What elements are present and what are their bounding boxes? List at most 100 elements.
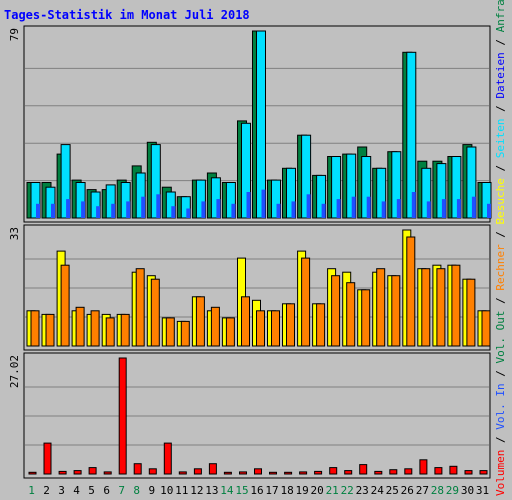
bar-rechner-day-29 [451, 264, 461, 347]
x-tick-label-day-16: 16 [250, 484, 263, 497]
legend-separator: / [494, 158, 507, 178]
bar-volumen-day-29 [449, 465, 458, 475]
bar-seiten-day-20 [321, 203, 326, 218]
x-tick-label-day-7: 7 [118, 484, 125, 497]
bar-seiten-day-24 [381, 201, 386, 218]
bar-seiten-day-8 [141, 196, 146, 218]
x-tick-label-day-11: 11 [175, 484, 188, 497]
bar-dateien-day-27 [421, 167, 432, 219]
bar-rechner-day-22 [346, 282, 356, 347]
bar-volumen-day-5 [88, 467, 97, 475]
panel-1: 79 [8, 25, 492, 223]
bar-dateien-day-28 [436, 163, 447, 219]
x-tick-label-day-4: 4 [73, 484, 80, 497]
bar-rechner-day-17 [271, 310, 280, 347]
bar-dateien-day-14 [225, 182, 236, 219]
panel-3: 27.02 [8, 352, 491, 479]
bar-dateien-day-19 [301, 134, 312, 219]
bar-dateien-day-31 [481, 182, 492, 219]
bar-volumen-day-26 [404, 468, 413, 475]
bar-volumen-day-8 [133, 463, 142, 475]
x-tick-label-day-17: 17 [265, 484, 278, 497]
bar-seiten-day-14 [231, 203, 236, 218]
bar-volumen-day-10 [163, 442, 172, 475]
bar-rechner-day-23 [361, 289, 371, 347]
legend-separator: / [494, 99, 507, 119]
bar-rechner-day-13 [210, 306, 220, 347]
legend-text: Volumen / Vol. In / Vol. Out / Rechner /… [494, 0, 507, 496]
bar-seiten-day-16 [261, 189, 266, 218]
x-tick-label-day-20: 20 [310, 484, 323, 497]
x-tick-label-day-9: 9 [148, 484, 155, 497]
x-tick-label-day-24: 24 [371, 484, 385, 497]
x-tick-label-day-1: 1 [28, 484, 35, 497]
bar-dateien-day-24 [376, 167, 387, 219]
bar-rechner-day-5 [90, 310, 100, 347]
bar-volumen-day-17 [269, 471, 277, 475]
bar-seiten-day-29 [456, 199, 461, 218]
bar-rechner-day-26 [406, 236, 416, 347]
bar-rechner-day-4 [75, 306, 85, 347]
x-tick-label-day-10: 10 [160, 484, 173, 497]
bar-rechner-day-15 [241, 296, 250, 347]
bar-dateien-day-7 [120, 182, 131, 219]
bar-dateien-day-5 [90, 191, 101, 219]
x-tick-label-day-3: 3 [58, 484, 65, 497]
bar-seiten-day-28 [441, 199, 446, 218]
x-tick-label-day-18: 18 [280, 484, 293, 497]
bar-seiten-day-9 [156, 194, 161, 218]
bar-rechner-day-8 [135, 268, 145, 347]
bar-rechner-day-12 [195, 296, 205, 347]
bar-seiten-day-3 [66, 199, 71, 218]
legend-separator: / [494, 224, 507, 244]
series-volumen [28, 357, 488, 475]
x-tick-label-day-30: 30 [461, 484, 474, 497]
x-tick-label-day-29: 29 [446, 484, 459, 497]
legend-separator: / [494, 32, 507, 52]
x-tick-label-day-15: 15 [235, 484, 248, 497]
bar-seiten-day-31 [487, 203, 491, 218]
bar-volumen-day-14 [223, 471, 232, 475]
bar-dateien-day-21 [331, 156, 342, 219]
bar-dateien-day-3 [60, 144, 71, 219]
bar-volumen-day-3 [58, 470, 67, 475]
x-tick-label-day-27: 27 [416, 484, 429, 497]
bar-volumen-day-28 [434, 467, 443, 475]
bar-rechner-day-19 [301, 257, 311, 347]
bar-rechner-day-31 [481, 310, 491, 347]
bar-dateien-day-8 [135, 172, 146, 219]
bar-rechner-day-27 [421, 268, 431, 347]
bar-dateien-day-11 [180, 196, 191, 219]
x-tick-label-day-12: 12 [190, 484, 203, 497]
legend-item-dateien: Dateien [494, 52, 507, 98]
y-max-label: 33 [8, 227, 21, 240]
bar-dateien-day-22 [346, 153, 357, 219]
bar-dateien-day-16 [256, 30, 266, 219]
series-rechner [30, 236, 491, 347]
bar-rechner-day-1 [30, 310, 40, 347]
x-tick-label-day-22: 22 [341, 484, 354, 497]
bar-volumen-day-31 [479, 470, 488, 475]
bar-dateien-day-9 [150, 144, 161, 219]
bar-seiten-day-26 [411, 192, 416, 218]
bar-rechner-day-6 [105, 317, 115, 347]
x-tick-label-day-23: 23 [356, 484, 369, 497]
bar-dateien-day-20 [316, 174, 327, 219]
bar-volumen-day-22 [344, 470, 353, 475]
bar-rechner-day-9 [150, 278, 160, 347]
bar-rechner-day-21 [331, 275, 341, 347]
bar-volumen-day-12 [193, 468, 202, 475]
bar-volumen-day-4 [73, 470, 82, 475]
bar-seiten-day-12 [201, 201, 206, 218]
bar-seiten-day-17 [276, 203, 281, 218]
bar-volumen-day-24 [374, 470, 383, 475]
series-dateien [30, 30, 492, 219]
legend-separator: / [494, 430, 507, 450]
x-tick-label-day-31: 31 [476, 484, 489, 497]
bar-dateien-day-26 [406, 51, 417, 219]
bar-rechner-day-20 [316, 303, 326, 347]
x-tick-label-day-13: 13 [205, 484, 218, 497]
bar-volumen-day-18 [284, 471, 293, 475]
bar-rechner-day-28 [436, 268, 446, 347]
